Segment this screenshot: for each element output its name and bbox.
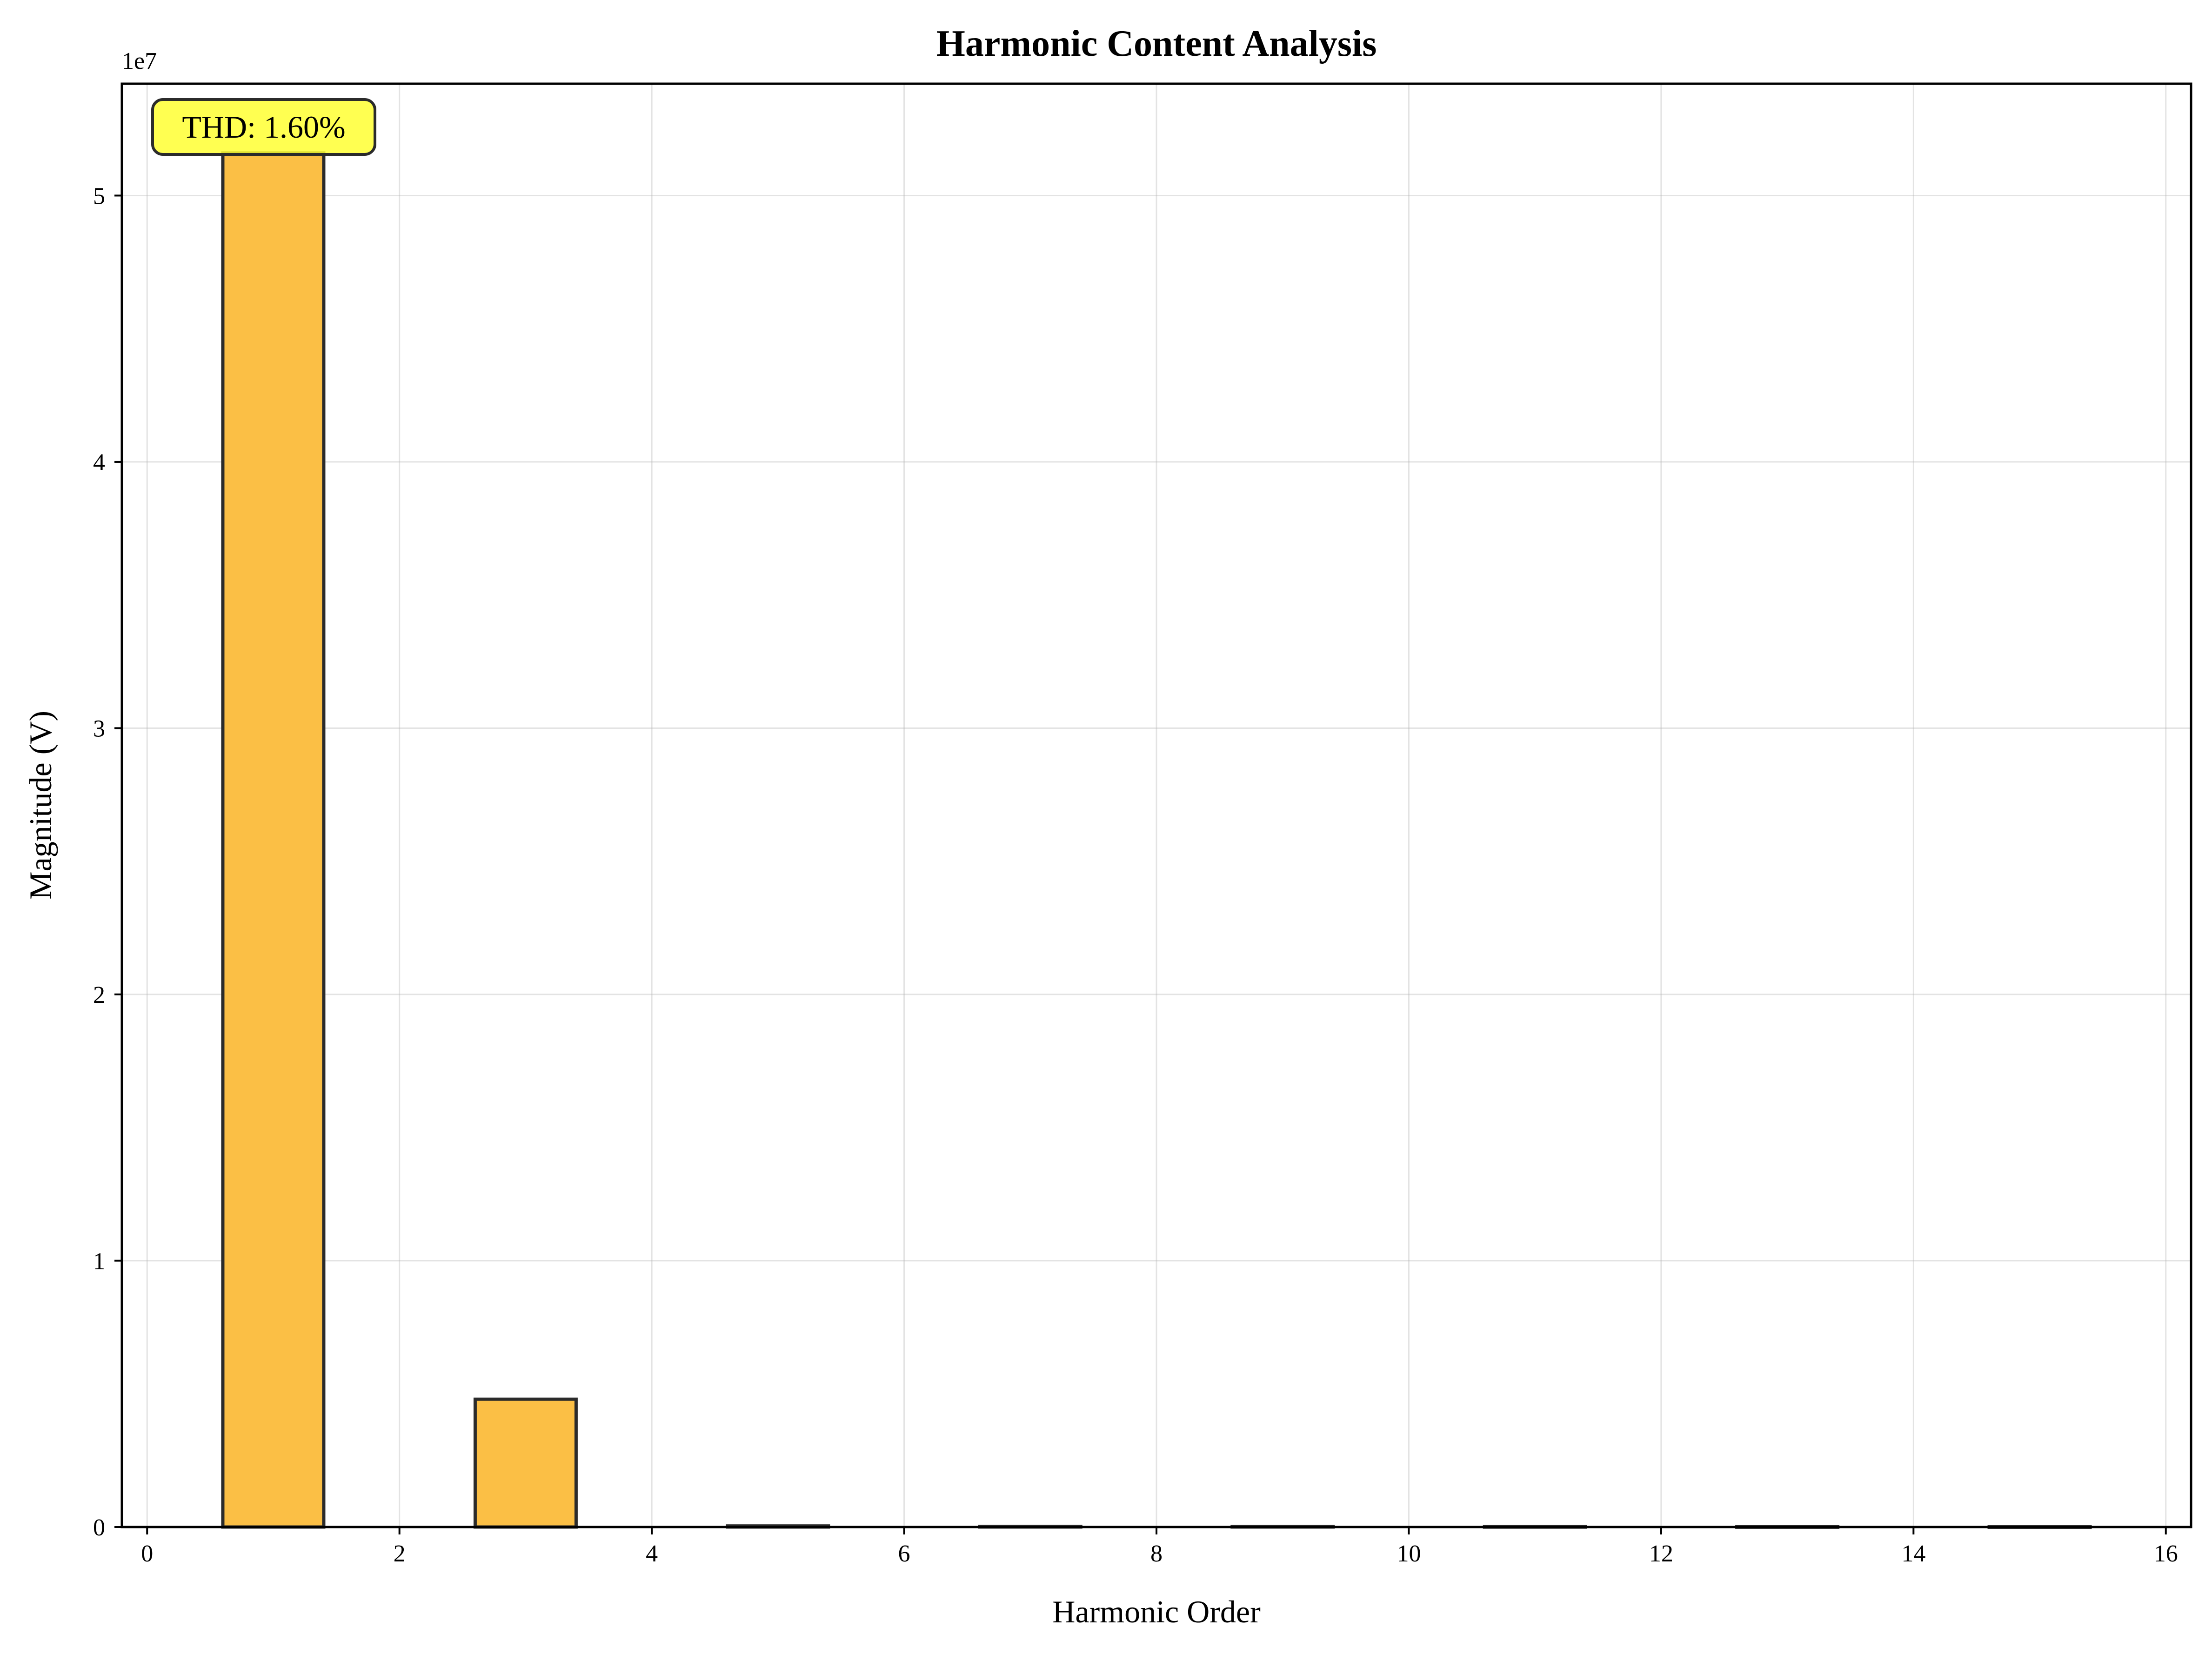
x-tick-label: 12 [1649, 1541, 1673, 1567]
thd-annotation-text: THD: 1.60% [182, 109, 345, 145]
x-tick-label: 4 [646, 1541, 658, 1567]
x-tick-label: 0 [141, 1541, 153, 1567]
y-tick-label: 0 [93, 1514, 105, 1541]
thd-annotation-box [151, 98, 376, 156]
x-tick-label: 6 [898, 1541, 910, 1567]
bar-harmonic-3 [473, 1397, 578, 1529]
x-tick-label: 10 [1397, 1541, 1421, 1567]
x-tick-label: 14 [1901, 1541, 1925, 1567]
y-tick-label: 3 [93, 715, 105, 742]
bar-harmonic-1 [221, 151, 326, 1529]
chart-title: Harmonic Content Analysis [936, 23, 1377, 64]
thd-annotation: THD: 1.60% [151, 98, 376, 156]
y-tick-label: 5 [93, 183, 105, 209]
x-tick-label: 2 [394, 1541, 406, 1567]
y-offset-label: 1e7 [122, 48, 157, 74]
y-tick-label: 1 [93, 1248, 105, 1274]
x-tick-label: 8 [1150, 1541, 1163, 1567]
y-tick-label: 4 [93, 449, 105, 476]
y-tick-label: 2 [93, 982, 105, 1008]
x-tick-label: 16 [2154, 1541, 2178, 1567]
y-axis-label: Magnitude (V) [23, 711, 58, 900]
x-axis-label: Harmonic Order [1052, 1594, 1261, 1629]
grid-lines [122, 84, 2191, 1527]
